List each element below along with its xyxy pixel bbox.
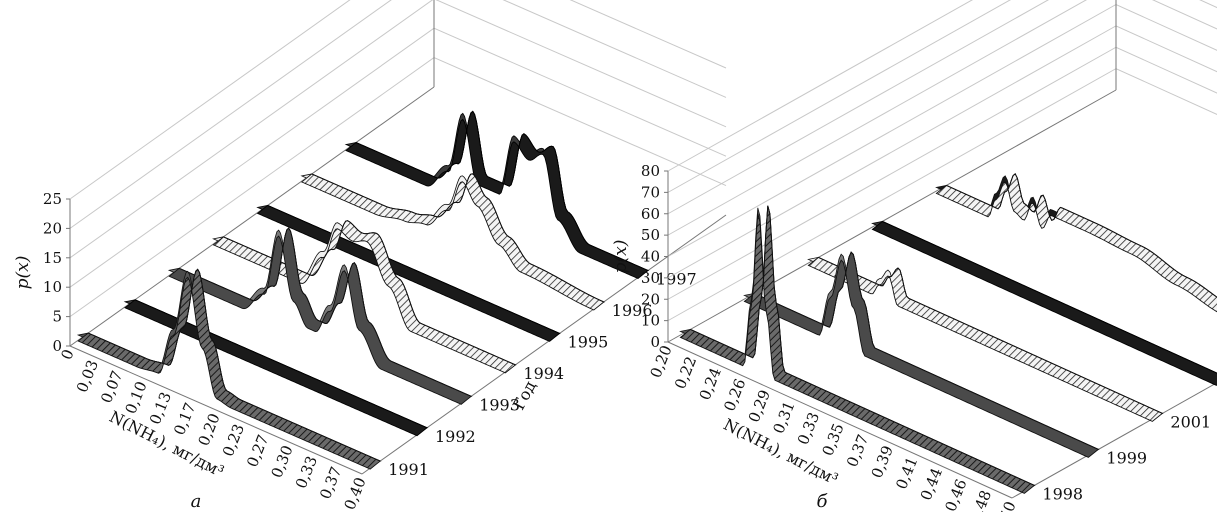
grid-line <box>667 3 1217 257</box>
series-1998 <box>679 205 1036 494</box>
x-tick-label: 0,39 <box>868 443 897 481</box>
y-tick-label: 20 <box>641 290 660 308</box>
ribbon-edge <box>690 205 1035 486</box>
x-tick-label: 0,13 <box>146 389 175 427</box>
x-tick-label: 0,46 <box>941 476 970 512</box>
ribbon-edge <box>946 173 1217 298</box>
x-tick-label: 0,48 <box>966 488 995 512</box>
series-2002 <box>871 220 1217 386</box>
grid-line <box>69 0 727 200</box>
series-1997 <box>344 110 650 280</box>
ribbon-edge <box>818 256 1163 414</box>
series-label-1997: 1997 <box>656 270 697 289</box>
x-tick-label: 0,23 <box>219 421 248 459</box>
x-tick-label: 0,33 <box>292 453 321 491</box>
ribbon-face <box>345 110 649 280</box>
series-label-1995: 1995 <box>568 332 609 351</box>
x-tick-label: 0,26 <box>720 376 749 414</box>
caption-a: а <box>191 491 202 512</box>
chart-panel-b: 01020304050607080p(x)0,200,220,240,260,2… <box>611 0 1217 512</box>
x-tick-label: 0,41 <box>892 454 921 492</box>
series-label-1994: 1994 <box>523 364 564 383</box>
series-1999 <box>743 251 1100 458</box>
grid-line <box>69 0 727 229</box>
grid-line <box>69 0 727 259</box>
ribbon-edge <box>87 268 381 462</box>
series-1996 <box>300 173 606 311</box>
x-tick-label: 0,03 <box>73 357 102 395</box>
ribbon-edge <box>267 204 560 334</box>
grid-line <box>667 0 1217 236</box>
x-tick-label: 0,27 <box>243 432 272 470</box>
series-2003 <box>935 173 1217 313</box>
y-axis-label: p(x) <box>611 240 631 274</box>
y-tick-label: 15 <box>43 249 62 267</box>
series-label-1991: 1991 <box>388 460 429 479</box>
y-tick-label: 30 <box>641 269 660 287</box>
x-tick-label: 0,17 <box>170 400 199 438</box>
grid-line <box>667 0 1217 215</box>
y-tick-label: 10 <box>641 312 660 330</box>
y-tick-label: 60 <box>641 205 660 223</box>
x-tick-label: 0,29 <box>745 387 774 425</box>
x-tick-label: 0,37 <box>843 432 872 470</box>
x-tick-label: 0,30 <box>268 443 297 481</box>
ribbon-top <box>743 251 1100 452</box>
depth-axis <box>69 86 435 347</box>
y-tick-label: 25 <box>43 190 62 208</box>
x-tick-label: 0,44 <box>917 465 946 503</box>
x-tick-label: 0,40 <box>341 475 370 512</box>
caption-b: б <box>817 491 829 512</box>
x-tick-label: 0,24 <box>696 365 725 403</box>
ribbon-face <box>743 251 1100 458</box>
series-label-1998: 1998 <box>1042 484 1083 503</box>
ribbon-edge <box>178 227 472 397</box>
series-1993 <box>167 227 473 405</box>
series-label-2001: 2001 <box>1170 412 1211 431</box>
series-label-1999: 1999 <box>1106 448 1147 467</box>
series-label-1993: 1993 <box>479 395 520 414</box>
x-tick-label: 0,50 <box>991 499 1020 512</box>
y-tick-label: 80 <box>641 162 660 180</box>
ribbon-edge <box>882 220 1217 374</box>
y-tick-label: 10 <box>43 278 62 296</box>
y-tick-label: 70 <box>641 183 660 201</box>
grid-line <box>667 25 1217 279</box>
series-label-1996: 1996 <box>612 301 653 320</box>
y-axis-label: p(x) <box>13 256 33 290</box>
depth-axis <box>667 89 1117 343</box>
x-tick-label: 0,37 <box>316 464 345 502</box>
x-tick-label: 0,35 <box>819 421 848 459</box>
y-tick-label: 40 <box>641 248 660 266</box>
x-tick-label: 0,07 <box>97 368 126 406</box>
y-tick-label: 20 <box>43 219 62 237</box>
ribbon-edge <box>355 110 649 271</box>
y-tick-label: 50 <box>641 226 660 244</box>
x-tick-label: 0 <box>57 347 77 363</box>
series-1991 <box>76 268 382 470</box>
y-tick-label: 0 <box>52 337 62 355</box>
chart-panel-a: 0510152025p(x)00,030,070,100,130,170,200… <box>13 0 727 512</box>
x-tick-label: 0,31 <box>769 398 798 436</box>
x-tick-label: 0,20 <box>195 411 224 449</box>
series-label-1992: 1992 <box>435 427 476 446</box>
series-2001 <box>807 256 1164 422</box>
x-tick-label: 0,10 <box>122 379 151 417</box>
ribbon-edge <box>311 173 605 303</box>
y-tick-label: 0 <box>650 333 660 351</box>
y-tick-label: 5 <box>52 308 62 326</box>
ribbon-edge <box>754 251 1099 450</box>
x-tick-label: 0,22 <box>671 354 700 392</box>
x-tick-label: 0,33 <box>794 410 823 448</box>
grid-line <box>667 0 1012 193</box>
grid-line <box>667 0 974 172</box>
